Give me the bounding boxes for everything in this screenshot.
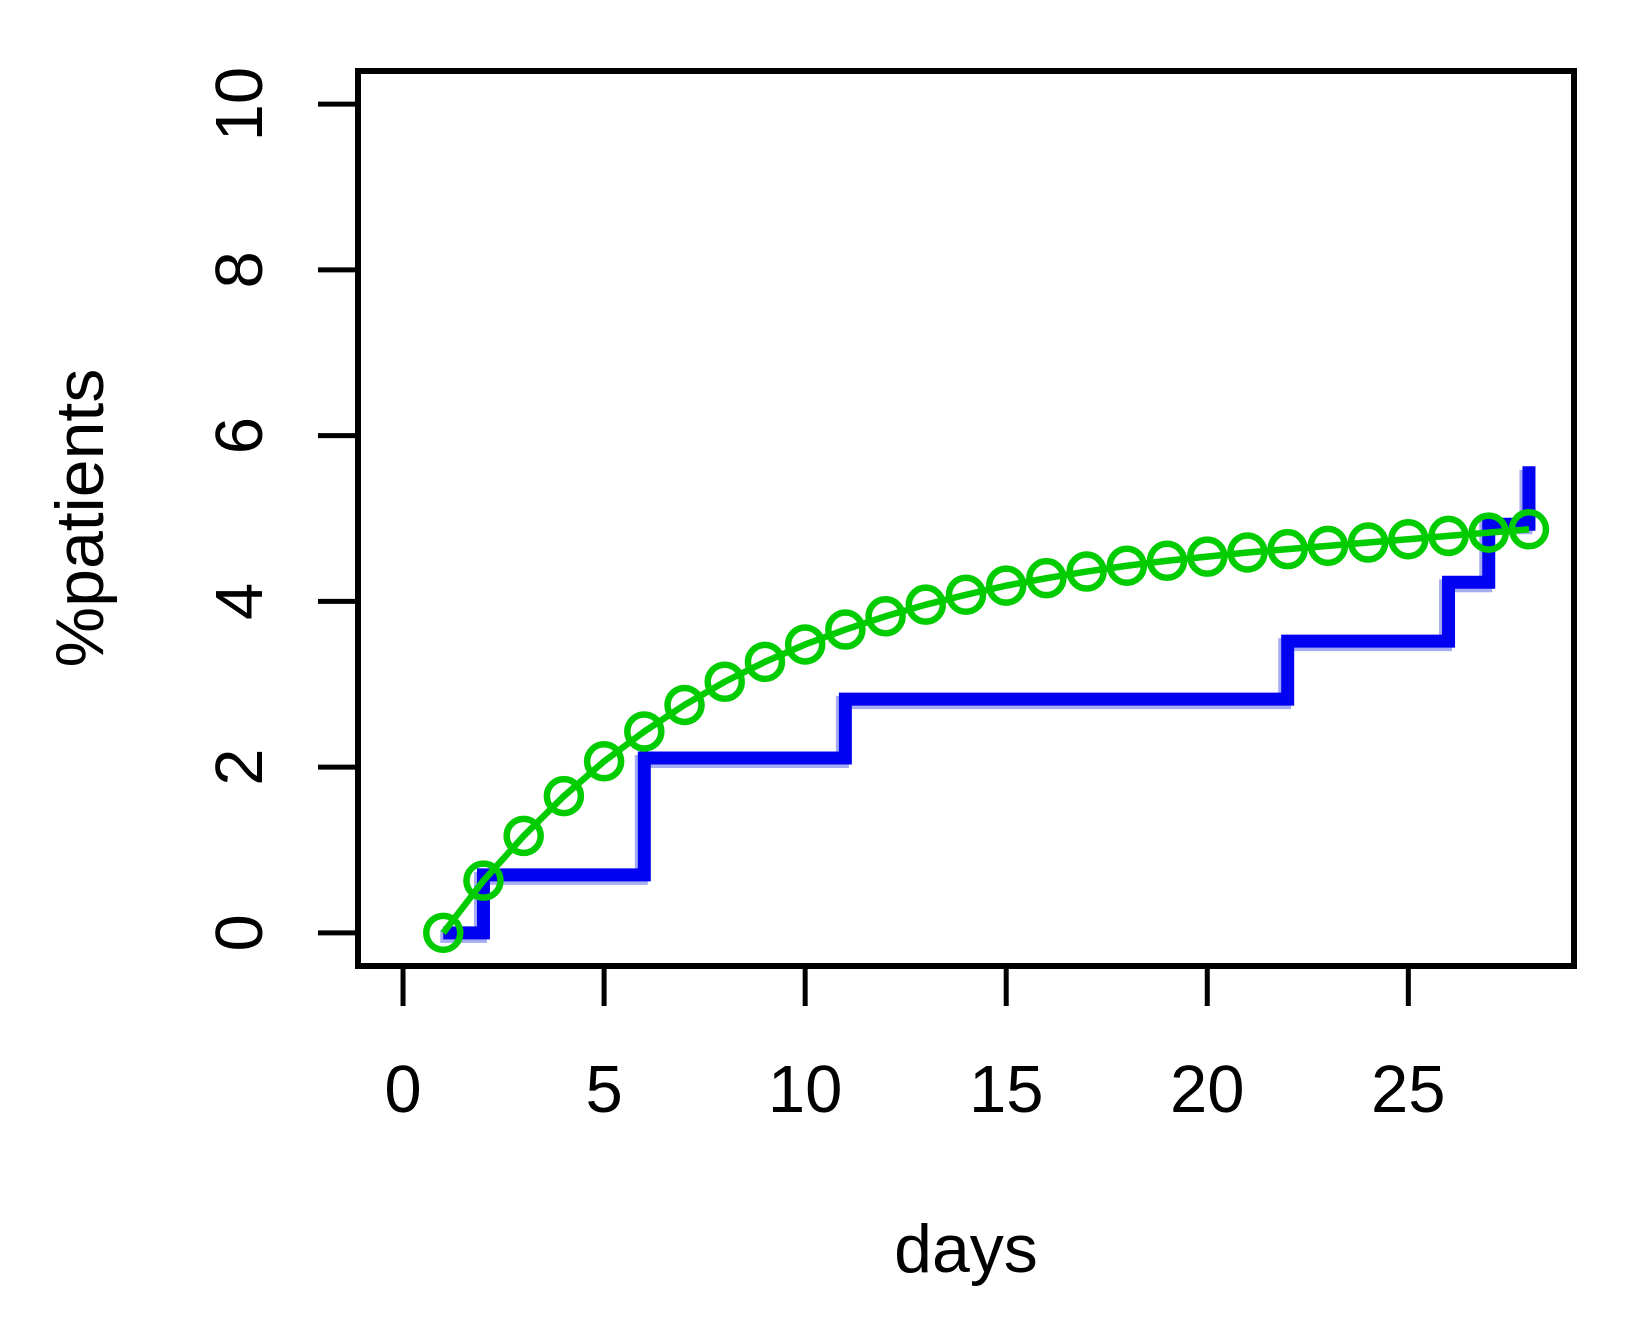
- x-axis-tick-label: 20: [1170, 1052, 1245, 1127]
- y-axis-tick-label: 8: [202, 251, 277, 288]
- model-series-marker: [1347, 522, 1389, 563]
- model-series-marker: [1026, 557, 1067, 599]
- model-series-marker: [985, 565, 1027, 606]
- model-series-marker: [1307, 525, 1349, 567]
- y-axis-title: %patients: [42, 369, 118, 668]
- x-axis-title: days: [894, 1211, 1038, 1287]
- model-series-marker: [1146, 540, 1188, 582]
- model-series-marker: [704, 661, 745, 703]
- model-series-marker: [1227, 532, 1268, 573]
- model-series-marker: [1106, 545, 1148, 586]
- model-series-marker: [422, 912, 464, 954]
- x-axis-tick-label: 15: [969, 1052, 1044, 1127]
- model-series-marker: [1468, 512, 1510, 553]
- model-series-marker: [463, 860, 504, 901]
- model-series-marker: [1428, 515, 1469, 557]
- x-axis-tick-label: 5: [585, 1052, 622, 1127]
- model-series-marker: [503, 815, 544, 857]
- model-series-marker: [624, 711, 665, 752]
- model-series-marker: [1066, 551, 1107, 592]
- model-series-marker: [1508, 509, 1550, 550]
- model-series-marker: [945, 574, 987, 615]
- model-series-marker: [1388, 518, 1429, 560]
- model-series-marker: [664, 684, 705, 726]
- y-axis-tick-label: 2: [202, 748, 277, 785]
- model-series-marker: [1267, 528, 1308, 570]
- y-axis-tick-label: 6: [202, 417, 277, 454]
- x-axis-tick-label: 10: [768, 1052, 843, 1127]
- y-axis-tick-label: 4: [202, 583, 277, 620]
- model-series-marker: [865, 596, 906, 637]
- model-series-marker: [1187, 536, 1228, 577]
- x-axis-tick-label: 25: [1371, 1052, 1446, 1127]
- y-axis-tick-label: 10: [202, 67, 277, 142]
- model-series-marker: [825, 609, 866, 650]
- km-step-series-line: [443, 466, 1536, 940]
- y-axis-tick-label: 0: [202, 914, 277, 951]
- model-series-marker: [543, 775, 585, 817]
- model-series-marker: [583, 741, 625, 782]
- plot-box: [355, 68, 1577, 969]
- model-series-marker: [905, 584, 947, 625]
- x-axis-tick-label: 0: [384, 1052, 421, 1127]
- model-series-marker: [744, 641, 786, 683]
- model-series-marker: [784, 624, 826, 665]
